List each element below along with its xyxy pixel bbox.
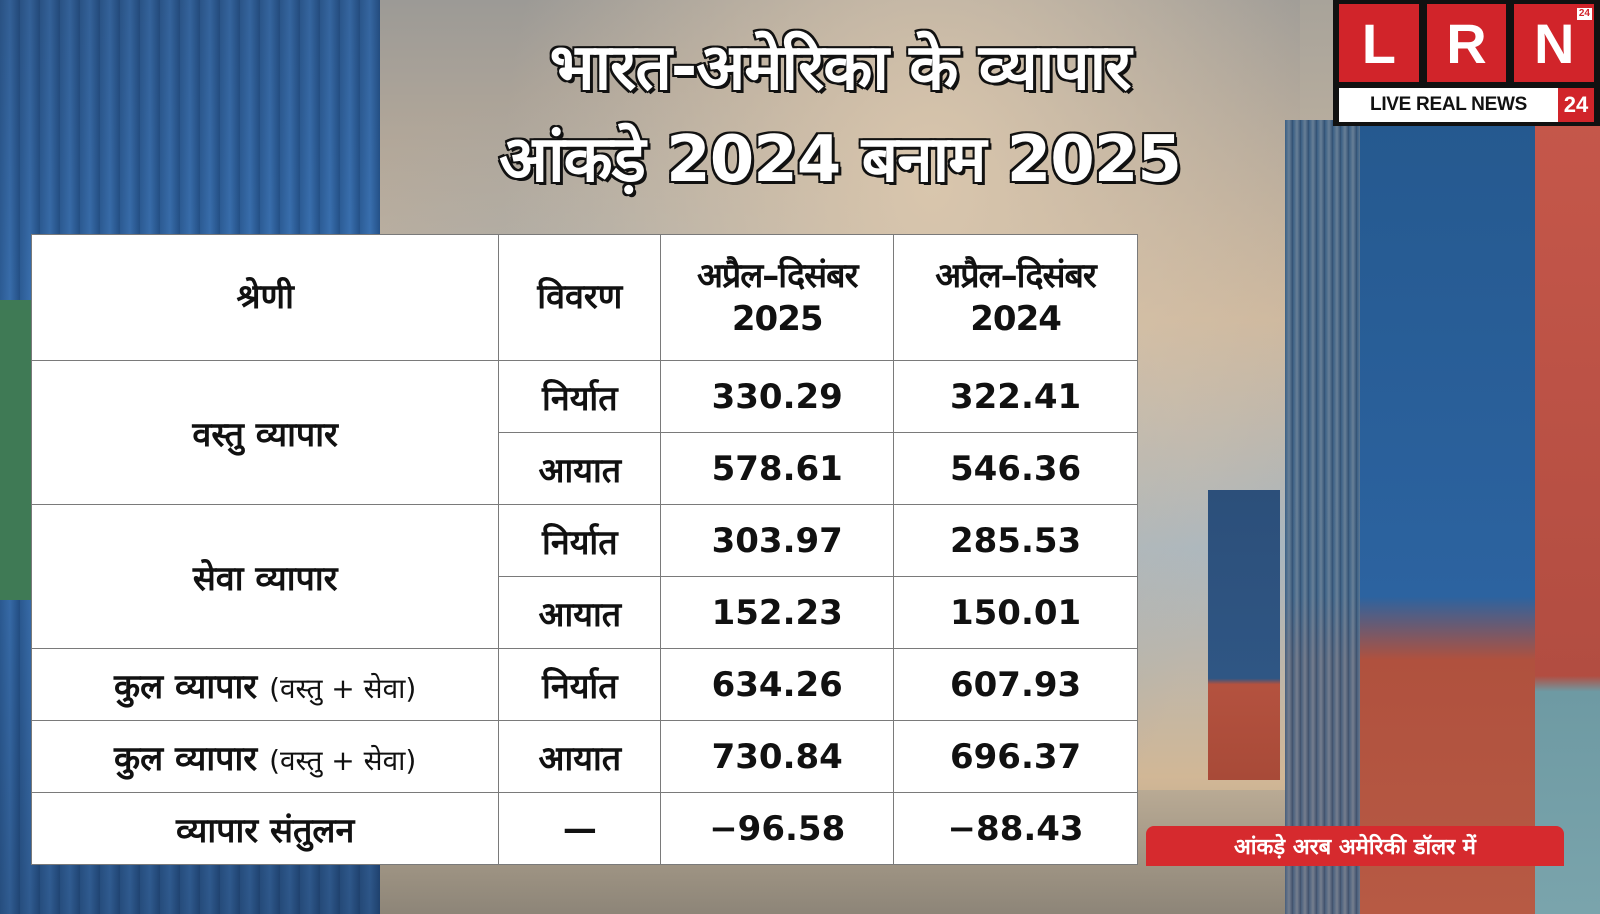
header-category: श्रेणी <box>30 234 500 361</box>
trade-data-table: श्रेणी विवरण अप्रैल–दिसंबर 2025 अप्रैल–द… <box>30 234 1138 865</box>
table-header-row: श्रेणी विवरण अप्रैल–दिसंबर 2025 अप्रैल–द… <box>30 234 1138 361</box>
logo-letter-r: R <box>1426 4 1507 82</box>
logo-superscript: 24 <box>1576 8 1592 20</box>
table-row: वस्तु व्यापार निर्यात 330.29 322.41 <box>30 360 1138 505</box>
cell-description: आयात <box>498 576 662 649</box>
header-2024-year: 2024 <box>970 298 1062 339</box>
cell-category-total-note: (वस्तु + सेवा) <box>269 743 417 777</box>
units-footnote: आंकड़े अरब अमेरिकी डॉलर में <box>1146 826 1564 866</box>
cell-value-2024: 607.93 <box>893 648 1138 721</box>
table-row: आयात 578.61 546.36 <box>32 432 1138 505</box>
header-2024: अप्रैल–दिसंबर 2024 <box>893 234 1138 361</box>
table-row: सेवा व्यापार निर्यात 303.97 285.53 <box>30 504 1138 649</box>
cell-value-2024: 546.36 <box>893 432 1138 505</box>
header-2025-period: अप्रैल–दिसंबर <box>696 256 859 296</box>
cell-value-2025: 152.23 <box>660 576 895 649</box>
cell-description: आयात <box>498 720 662 793</box>
cell-description: निर्यात <box>498 504 662 577</box>
cell-category-total: कुल व्यापार (वस्तु + सेवा) <box>30 648 500 721</box>
header-2024-period: अप्रैल–दिसंबर <box>935 256 1097 296</box>
table-row: कुल व्यापार (वस्तु + सेवा) आयात 730.84 6… <box>30 720 1138 793</box>
background-container-red <box>1535 120 1600 914</box>
cell-description: — <box>498 792 662 865</box>
table-row: आयात 152.23 150.01 <box>32 576 1138 649</box>
logo-tagline-number: 24 <box>1558 88 1594 122</box>
header-2025-year: 2025 <box>731 298 824 339</box>
cell-value-2024: 150.01 <box>893 576 1138 649</box>
cell-value-2024: −88.43 <box>893 792 1138 865</box>
header-2025: अप्रैल–दिसंबर 2025 <box>660 234 895 361</box>
cell-value-2024: 696.37 <box>893 720 1138 793</box>
cell-value-2025: 634.26 <box>660 648 895 721</box>
table-row: कुल व्यापार (वस्तु + सेवा) निर्यात 634.2… <box>30 648 1138 721</box>
cell-category-total-label: कुल व्यापार <box>114 738 258 779</box>
cell-value-2024: 322.41 <box>893 360 1138 433</box>
cell-value-2025: 330.29 <box>660 360 895 433</box>
cell-value-2025: 578.61 <box>660 432 895 505</box>
logo-tagline: LIVE REAL NEWS <box>1339 88 1558 122</box>
cell-value-2025: −96.58 <box>660 792 895 865</box>
cell-description: निर्यात <box>498 360 662 433</box>
cell-description: निर्यात <box>498 648 662 721</box>
logo-letter-l: L <box>1339 4 1419 82</box>
cell-category-total-note: (वस्तु + सेवा) <box>269 671 417 705</box>
headline-line-2: आंकड़े 2024 बनाम 2025 <box>498 122 1184 199</box>
cell-value-2024: 285.53 <box>893 504 1138 577</box>
cell-value-2025: 730.84 <box>660 720 895 793</box>
cell-category-balance: व्यापार संतुलन <box>30 792 500 865</box>
cell-description: आयात <box>498 432 662 505</box>
logo-letters: L R N 24 <box>1339 4 1595 82</box>
background-green-container <box>0 300 32 600</box>
headline: भारत-अमेरिका के व्यापार आंकड़े 2024 बनाम… <box>380 22 1300 206</box>
cell-category-services: सेवा व्यापार <box>30 504 500 649</box>
cell-value-2025: 303.97 <box>660 504 895 577</box>
headline-line-1: भारत-अमेरिका के व्यापार <box>548 30 1133 107</box>
background-container-stack-mid <box>1208 490 1280 780</box>
cell-category-goods: वस्तु व्यापार <box>30 360 500 505</box>
table-row-balance: व्यापार संतुलन — −96.58 −88.43 <box>30 792 1138 865</box>
cell-category-total: कुल व्यापार (वस्तु + सेवा) <box>30 720 500 793</box>
background-container-side <box>1285 120 1360 914</box>
channel-logo: L R N 24 LIVE REAL NEWS 24 <box>1333 0 1600 126</box>
header-description: विवरण <box>498 234 662 361</box>
logo-letter-n: N <box>1514 4 1595 82</box>
logo-tagline-bar: LIVE REAL NEWS 24 <box>1339 88 1594 122</box>
cell-category-total-label: कुल व्यापार <box>114 666 258 707</box>
